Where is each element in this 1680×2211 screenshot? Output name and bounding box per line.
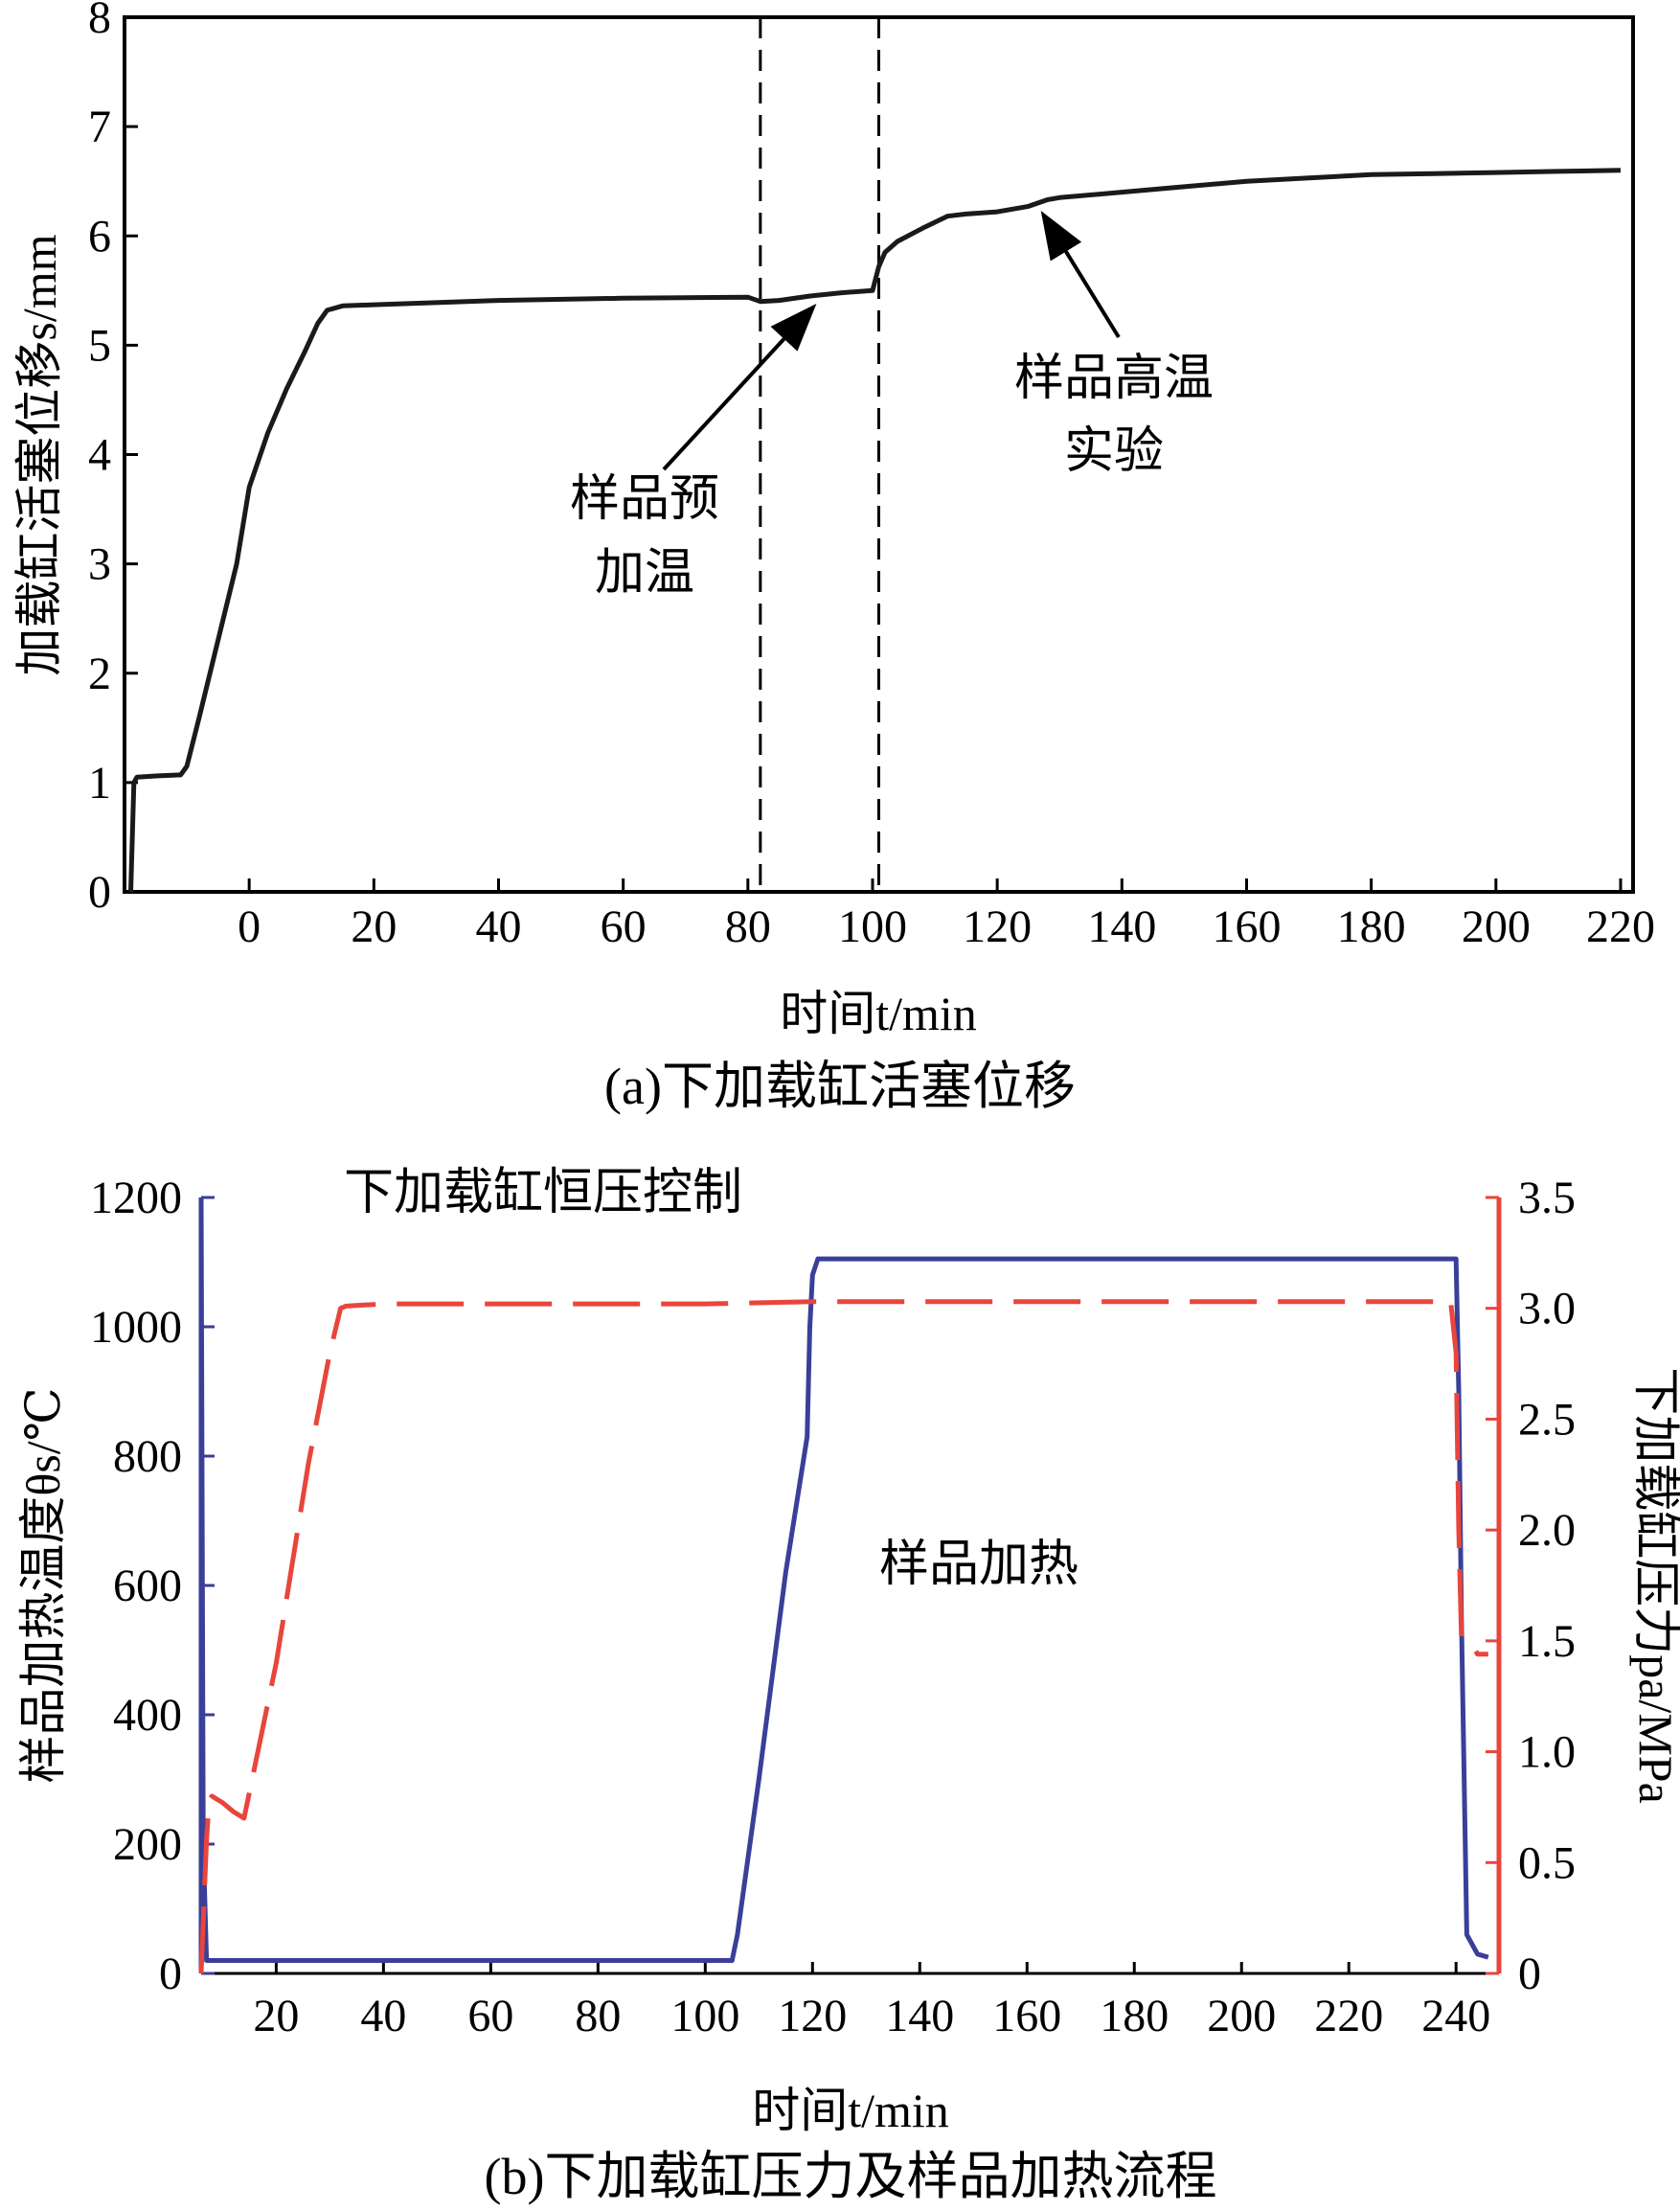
chart-b-x-tick-label: 180 [1100, 1991, 1169, 2041]
chart-a-displacement-line [128, 168, 1622, 893]
annotation-arrow-shaft [662, 337, 786, 471]
chart-b-left-tick-label: 200 [113, 1819, 182, 1870]
chart-b-left-tick-label: 1000 [90, 1302, 182, 1353]
chart-a-y-tick-label: 3 [88, 539, 111, 590]
chart-a-annotations: 样品预 加温 样品高温 实验 [570, 211, 1214, 601]
chart-a-x-tick-label: 40 [475, 901, 521, 952]
chart-a-ticks: 0 20 40 60 80 100 120 140 160 180 200 220 0 1 2 3 4 5 6 7 8 [88, 0, 1655, 952]
chart-a-x-tick-label: 60 [601, 901, 647, 952]
annotation-sample-heating: 样品加热 [879, 1538, 1078, 1592]
chart-a-x-tick-label: 100 [838, 901, 907, 952]
chart-b-x-tick-label: 120 [778, 1991, 847, 2041]
chart-a-caption: (a)下加载缸活塞位移 [604, 1058, 1076, 1115]
chart-b-x-tick-label: 240 [1421, 1991, 1490, 2041]
chart-b-x-tick-label: 140 [885, 1991, 954, 2041]
chart-b-series [198, 1197, 1489, 1974]
chart-a-y-tick-label: 4 [88, 430, 111, 481]
chart-b-ticks: 20 40 60 80 100 120 140 160 180 200 220 240 0 200 400 6… [90, 1173, 1576, 2041]
chart-b-right-tick-label: 1.0 [1518, 1727, 1576, 1778]
annotation-high-temp-line2: 实验 [1064, 424, 1164, 479]
chart-b-left-tick-label: 400 [113, 1690, 182, 1741]
chart-b-right-tick-label: 3.5 [1518, 1173, 1576, 1223]
chart-a-y-tick-label: 7 [88, 102, 111, 152]
annotation-preheat-line1: 样品预 [570, 472, 719, 527]
chart-b-temperature-line [198, 1197, 1489, 1963]
chart-a-y-axis-label: 加载缸活塞位移s/mm [12, 234, 66, 675]
chart-a-y-tick-label: 8 [88, 0, 111, 43]
chart-a-x-tick-label: 220 [1586, 901, 1655, 952]
chart-b-left-tick-label: 0 [159, 1949, 182, 1999]
annotation-preheat-line2: 加温 [595, 546, 694, 601]
chart-a-x-tick-label: 20 [351, 901, 397, 952]
annotation-constant-pressure: 下加载缸恒压控制 [344, 1165, 742, 1220]
chart-b-x-tick-label: 100 [670, 1991, 739, 2041]
chart-b-pressure-line [198, 1299, 1488, 1974]
chart-a-x-tick-label: 160 [1212, 901, 1281, 952]
chart-b-right-axis-label: 下加载缸压力pa/MPa [1629, 1367, 1680, 1804]
chart-a-y-tick-label: 1 [88, 758, 111, 809]
chart-b-x-tick-label: 20 [253, 1991, 299, 2041]
chart-b-right-tick-label: 2.0 [1518, 1505, 1576, 1556]
chart-a-x-axis-label: 时间t/min [780, 987, 977, 1040]
chart-b-right-tick-label: 0 [1518, 1949, 1541, 1999]
chart-a: 0 20 40 60 80 100 120 140 160 180 200 220012345678 … [12, 0, 1655, 1115]
chart-b-caption: (b)下加载缸压力及样品加热流程 [485, 2148, 1217, 2205]
chart-b-right-tick-label: 3.0 [1518, 1284, 1576, 1334]
chart-b-right-tick-label: 0.5 [1518, 1837, 1576, 1888]
chart-b-x-tick-label: 60 [467, 1991, 513, 2041]
chart-b: 20 40 60 80 100 120 140 160 180 200 220 240 0 200 400 6… [16, 1165, 1680, 2205]
chart-a-x-tick-label: 80 [725, 901, 771, 952]
chart-a-vlines [759, 17, 880, 892]
chart-a-x-tick-label: 200 [1462, 901, 1531, 952]
chart-a-y-tick-label: 6 [88, 211, 111, 262]
chart-b-x-tick-label: 80 [575, 1991, 621, 2041]
chart-b-right-tick-label: 1.5 [1518, 1616, 1576, 1667]
annotation-arrow-shaft [1064, 250, 1121, 339]
chart-a-y-tick-label: 2 [88, 649, 111, 699]
chart-b-axes [198, 1197, 1502, 1975]
chart-b-x-tick-label: 160 [992, 1991, 1061, 2041]
chart-b-left-tick-label: 800 [113, 1431, 182, 1482]
chart-a-y-tick-label: 5 [88, 320, 111, 371]
chart-a-x-tick-label: 120 [963, 901, 1032, 952]
chart-b-left-axis-label: 样品加热温度θs/℃ [16, 1387, 70, 1783]
chart-a-x-tick-label: 180 [1337, 901, 1406, 952]
chart-a-x-tick-label: 0 [238, 901, 261, 952]
chart-a-series [128, 168, 1622, 893]
chart-b-x-tick-label: 220 [1314, 1991, 1383, 2041]
chart-a-y-tick-label: 0 [88, 867, 111, 918]
chart-b-x-tick-label: 200 [1207, 1991, 1276, 2041]
annotation-arrow-head [770, 304, 817, 352]
chart-b-x-tick-label: 40 [360, 1991, 406, 2041]
chart-b-x-axis-label: 时间t/min [752, 2084, 949, 2137]
annotation-arrow-head [1040, 211, 1082, 262]
chart-b-left-tick-label: 600 [113, 1561, 182, 1611]
annotation-high-temp-line1: 样品高温 [1014, 352, 1214, 406]
chart-b-right-tick-label: 2.5 [1518, 1394, 1576, 1445]
chart-a-x-tick-label: 140 [1087, 901, 1156, 952]
chart-b-left-tick-label: 1200 [90, 1173, 182, 1223]
